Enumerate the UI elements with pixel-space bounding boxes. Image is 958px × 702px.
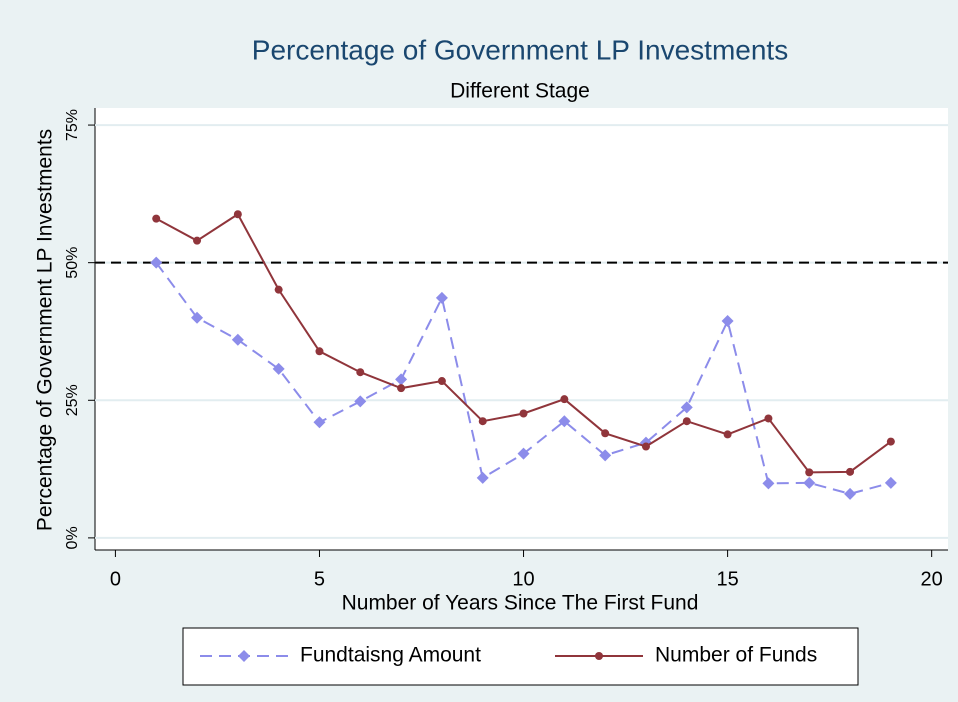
data-point <box>152 214 161 223</box>
data-point <box>397 384 406 393</box>
x-tick-label: 5 <box>314 568 325 590</box>
data-point <box>435 291 448 304</box>
x-tick-label: 15 <box>716 568 738 590</box>
data-point <box>886 437 895 446</box>
data-point <box>356 368 365 377</box>
data-point <box>517 447 530 460</box>
data-point <box>682 417 691 426</box>
data-point <box>476 471 489 484</box>
data-point <box>150 256 163 269</box>
data-point <box>354 395 367 408</box>
data-point <box>315 347 324 356</box>
y-tick-label: 0% <box>64 526 81 549</box>
data-point <box>680 401 693 414</box>
x-tick-label: 20 <box>921 568 943 590</box>
y-tick-label: 25% <box>64 384 81 416</box>
legend-marker <box>595 652 603 660</box>
data-point <box>313 416 326 429</box>
data-point <box>395 373 408 386</box>
legend <box>182 627 859 686</box>
data-point <box>519 409 528 418</box>
legend-label: Number of Funds <box>655 644 817 667</box>
data-point <box>762 477 775 490</box>
data-point <box>884 476 897 489</box>
plot-area <box>95 108 948 550</box>
data-point <box>803 476 816 489</box>
data-point <box>191 311 204 324</box>
data-point <box>599 449 612 462</box>
x-axis-label: Number of Years Since The First Fund <box>342 592 699 615</box>
y-tick-label: 50% <box>64 247 81 279</box>
chart-subtitle: Different Stage <box>450 80 590 103</box>
data-point <box>560 395 569 404</box>
data-point <box>478 417 487 426</box>
x-tick-label: 0 <box>110 568 121 590</box>
legend-marker <box>238 650 250 662</box>
data-point <box>274 285 283 294</box>
data-point <box>601 429 610 438</box>
data-point <box>846 467 855 476</box>
data-point <box>721 315 734 328</box>
data-point <box>723 430 732 439</box>
y-axis-label: Percentage of Government LP Investments <box>34 129 57 531</box>
data-point <box>844 487 857 500</box>
data-point <box>437 377 446 386</box>
data-point <box>231 333 244 346</box>
y-tick-label: 75% <box>64 109 81 141</box>
x-tick-label: 10 <box>512 568 534 590</box>
data-point <box>193 236 202 245</box>
data-point <box>233 210 242 219</box>
data-point <box>764 414 773 423</box>
legend-label: Fundtaisng Amount <box>300 644 481 667</box>
data-point <box>805 468 814 477</box>
data-point <box>641 442 650 451</box>
chart-title: Percentage of Government LP Investments <box>252 34 788 65</box>
data-point <box>558 415 571 428</box>
data-point <box>272 362 285 375</box>
